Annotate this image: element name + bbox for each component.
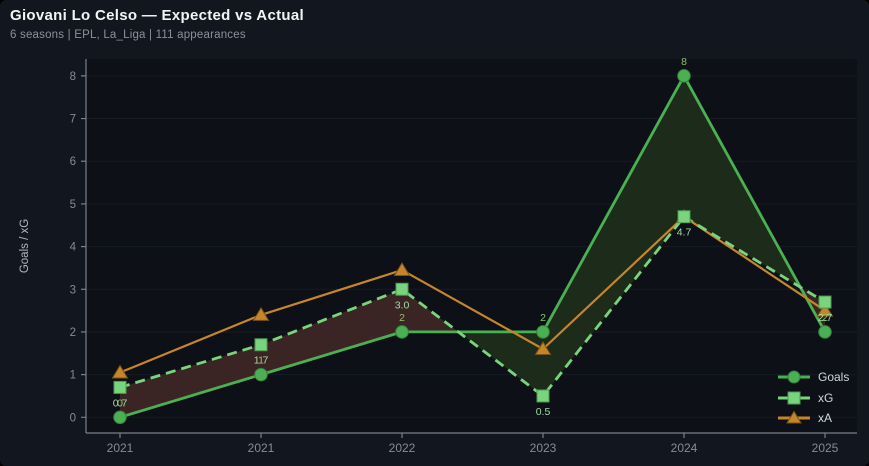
xg-data-label: 0.5 bbox=[536, 406, 551, 418]
chart-header: Giovani Lo Celso — Expected vs Actual 6 … bbox=[10, 7, 304, 41]
xg-data-label: 0.7 bbox=[113, 397, 128, 409]
goals-marker bbox=[818, 325, 832, 339]
x-tick-label: 2021 bbox=[107, 441, 134, 455]
xg-marker bbox=[254, 338, 268, 352]
goals-marker bbox=[536, 325, 550, 339]
goals-data-label: 2 bbox=[822, 312, 828, 324]
xa-marker bbox=[816, 302, 834, 317]
legend-marker-triangle bbox=[786, 410, 802, 424]
goals-data-label: 1 bbox=[258, 355, 264, 367]
legend-marker-circle bbox=[787, 370, 801, 384]
goals-data-label: 2 bbox=[540, 312, 546, 324]
xa-marker bbox=[252, 306, 270, 321]
xa-marker bbox=[111, 364, 129, 379]
y-tick-label: 5 bbox=[70, 199, 76, 211]
y-tick-label: 8 bbox=[70, 71, 76, 83]
chart-subtitle: 6 seasons | EPL, La_Liga | 111 appearanc… bbox=[10, 29, 246, 41]
x-tick-label: 2023 bbox=[530, 441, 557, 455]
y-tick-label: 4 bbox=[70, 242, 77, 254]
y-axis-title: Goals / xG bbox=[19, 219, 31, 273]
x-tick-label: 2021 bbox=[248, 441, 275, 455]
fill-underperformance bbox=[120, 289, 459, 418]
goals-data-label: 8 bbox=[681, 56, 687, 68]
goals-line bbox=[119, 74, 827, 419]
xg-marker bbox=[677, 210, 691, 224]
xg-data-label: 3.0 bbox=[395, 299, 410, 311]
goals-data-label: 2 bbox=[399, 312, 405, 324]
legend-marker-square bbox=[787, 391, 801, 405]
xg-data-label: 1.7 bbox=[254, 355, 269, 367]
xg-line bbox=[119, 215, 826, 398]
y-tick-label: 3 bbox=[70, 284, 76, 296]
xg-marker bbox=[536, 389, 550, 403]
xa-marker bbox=[534, 341, 552, 356]
legend-item-goals: Goals bbox=[778, 370, 849, 384]
legend-label: xA bbox=[818, 411, 832, 425]
goals-data-label: 0 bbox=[117, 397, 123, 409]
x-tick-label: 2022 bbox=[389, 441, 416, 455]
fill-overperformance bbox=[458, 75, 801, 397]
xg-marker bbox=[113, 380, 127, 394]
xg-marker bbox=[395, 282, 409, 296]
legend-label: xG bbox=[818, 391, 833, 405]
xg-data-label: 2.7 bbox=[818, 312, 833, 324]
legend-item-xa: xA bbox=[778, 410, 832, 425]
y-tick-label: 2 bbox=[70, 327, 76, 339]
xa-line bbox=[119, 215, 826, 374]
xg-marker bbox=[818, 295, 832, 309]
y-tick-label: 7 bbox=[70, 114, 76, 126]
xa-marker bbox=[393, 262, 411, 277]
legend-label: Goals bbox=[818, 370, 849, 384]
x-tick-label: 2025 bbox=[812, 441, 839, 455]
chart-title: Giovani Lo Celso — Expected vs Actual bbox=[10, 7, 304, 24]
xg-data-label: 4.7 bbox=[677, 227, 692, 239]
y-tick-label: 1 bbox=[70, 370, 76, 382]
goals-marker bbox=[395, 325, 409, 339]
x-tick-label: 2024 bbox=[671, 441, 698, 455]
y-tick-label: 6 bbox=[70, 156, 76, 168]
goals-marker bbox=[677, 69, 691, 83]
goals-marker bbox=[254, 367, 268, 382]
legend-item-xg: xG bbox=[778, 391, 833, 405]
goals-marker bbox=[113, 410, 127, 425]
y-tick-label: 0 bbox=[70, 412, 76, 424]
